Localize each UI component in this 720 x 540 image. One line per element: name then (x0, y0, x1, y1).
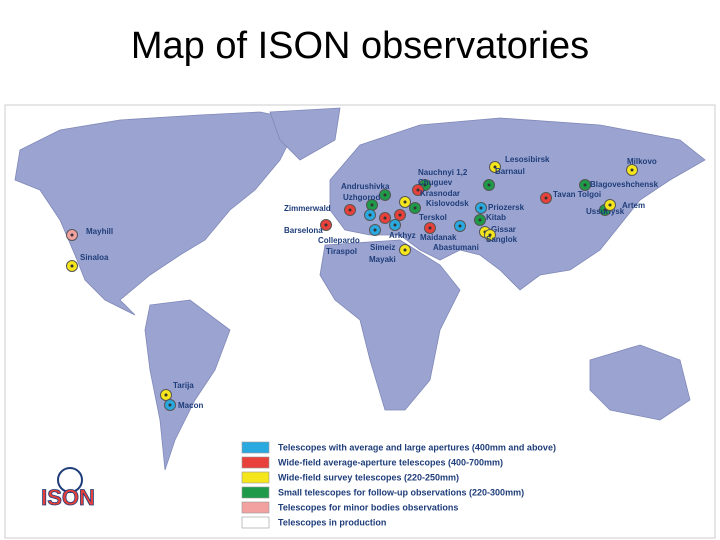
observatory-label: Artem (622, 201, 645, 210)
observatory-center (413, 206, 417, 210)
observatory-center (479, 206, 483, 210)
observatory-center (608, 203, 612, 207)
observatory-center (70, 264, 74, 268)
logo: ISON (41, 467, 95, 510)
observatory-label: Milkovo (627, 157, 657, 166)
observatory-center (488, 233, 492, 237)
south-america (144, 299, 231, 471)
observatory-center (544, 196, 548, 200)
observatory-center (423, 183, 427, 187)
observatory-label: Mayhill (86, 227, 113, 236)
observatory-center (603, 208, 607, 212)
africa (319, 239, 461, 411)
legend-swatch (241, 486, 270, 499)
observatory-center (164, 393, 168, 397)
observatory-center (370, 203, 374, 207)
observatory-label: Tarija (173, 381, 194, 390)
legend-swatch (241, 441, 270, 454)
legend-label: Telescopes in production (278, 517, 386, 527)
observatory-center (393, 223, 397, 227)
observatory-label: Gissar (491, 225, 516, 234)
observatory-label: Nauchnyi 1,2 (418, 168, 468, 177)
logo-text: ISON (41, 485, 95, 510)
observatory-label: Ussuriysk (586, 207, 625, 216)
north-america (14, 111, 301, 316)
legend-swatch (241, 456, 270, 469)
observatory-label: Mayaki (369, 255, 396, 264)
observatory-label: Zimmerwald (284, 204, 331, 213)
map (4, 104, 716, 539)
observatory-label: Kislovodsk (426, 199, 469, 208)
observatory-center (373, 228, 377, 232)
observatory-center (630, 168, 634, 172)
observatory-label: Macon (178, 401, 203, 410)
observatory-center (403, 248, 407, 252)
australia (589, 344, 691, 421)
observatory-center (324, 223, 328, 227)
logo-orbit (57, 467, 83, 493)
observatory-label: Barnaul (495, 167, 525, 176)
observatory-label: Simeiz (370, 243, 395, 252)
observatory-label: Terskol (419, 213, 447, 222)
eurasia (329, 117, 706, 291)
observatory-label: Tiraspol (326, 247, 357, 256)
greenland (269, 107, 341, 161)
slide-title: Map of ISON observatories (131, 25, 589, 67)
legend-label: Small telescopes for follow-up observati… (278, 487, 524, 497)
observatory-label: Priozersk (488, 203, 525, 212)
legend-swatch (241, 501, 270, 514)
observatory-label: Uzhgorod (343, 193, 380, 202)
observatory-center (398, 213, 402, 217)
observatory-label: Abastumani (433, 243, 479, 252)
legend-swatch (241, 516, 270, 529)
observatory-label: Blagoveshchensk (590, 180, 659, 189)
observatory-center (487, 183, 491, 187)
observatory-label: Barselona (284, 226, 323, 235)
observatory-label: Andrushivka (341, 182, 390, 191)
observatory-label: Krasnodar (420, 189, 460, 198)
observatory-center (383, 193, 387, 197)
observatory-center (368, 213, 372, 217)
observatory-label: Tavan Tolgoi (553, 190, 601, 199)
observatory-label: Chuguev (418, 178, 453, 187)
legend-label: Wide-field survey telescopes (220-250mm) (278, 472, 459, 482)
legend-swatch (241, 471, 270, 484)
observatory-center (383, 216, 387, 220)
legend-label: Telescopes with average and large apertu… (278, 442, 556, 452)
observatory-label: Collepardo (318, 236, 360, 245)
observatory-label: Sinaloa (80, 253, 109, 262)
observatory-center (403, 200, 407, 204)
observatory-label: Maidanak (420, 233, 457, 242)
observatory-center (583, 183, 587, 187)
observatory-label: Arkhyz (389, 231, 416, 240)
observatory-center (70, 233, 74, 237)
observatory-label: Kitab (486, 213, 506, 222)
observatory-center (478, 218, 482, 222)
legend-label: Wide-field average-aperture telescopes (… (278, 457, 503, 467)
observatory-center (168, 403, 172, 407)
observatory-center (458, 224, 462, 228)
observatory-center (493, 165, 497, 169)
observatory-center (348, 208, 352, 212)
legend-box (237, 437, 590, 533)
observatory-label: Sanglok (486, 235, 518, 244)
observatory-center (428, 226, 432, 230)
observatory-center (416, 188, 420, 192)
legend-label: Telescopes for minor bodies observations (278, 502, 458, 512)
observatory-label: Lesosibirsk (505, 155, 550, 164)
legend: Telescopes with average and large apertu… (241, 441, 556, 529)
